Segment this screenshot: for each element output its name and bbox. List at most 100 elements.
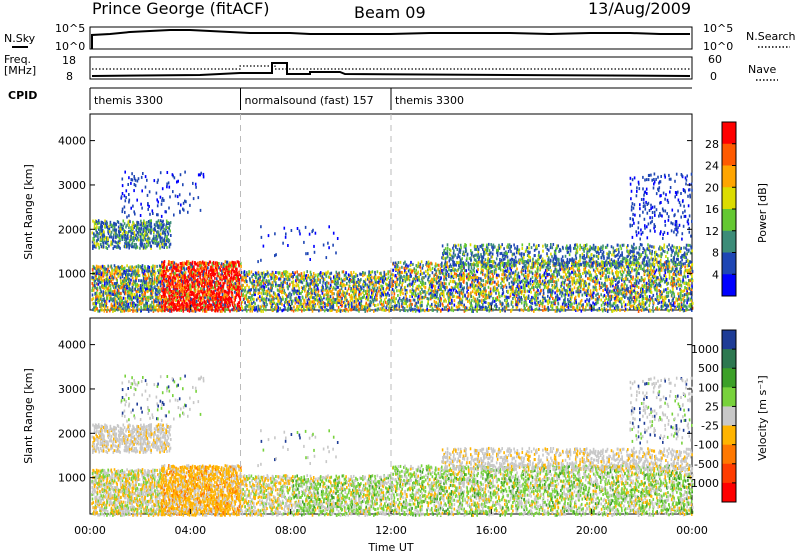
data-cell: [180, 265, 182, 268]
data-cell: [259, 291, 261, 294]
data-cell: [408, 275, 410, 278]
data-cell: [378, 286, 380, 289]
data-cell: [272, 277, 274, 280]
data-cell: [408, 270, 410, 273]
data-cell: [545, 282, 547, 285]
data-cell: [380, 307, 382, 310]
data-cell: [457, 296, 459, 299]
data-cell: [194, 277, 196, 280]
power-data-layer: [91, 171, 693, 313]
data-cell: [346, 282, 348, 285]
data-cell: [453, 275, 455, 278]
data-cell: [263, 279, 265, 282]
data-cell: [553, 274, 555, 277]
data-cell: [116, 294, 118, 297]
data-cell: [522, 290, 524, 293]
data-cell: [422, 264, 424, 267]
data-cell: [244, 301, 246, 304]
data-cell: [392, 274, 394, 277]
data-cell: [425, 282, 427, 285]
data-cell: [265, 308, 267, 311]
data-cell: [405, 295, 407, 298]
data-cell: [462, 295, 464, 298]
data-cell: [431, 293, 433, 296]
data-cell: [441, 269, 443, 272]
data-cell: [213, 290, 215, 293]
data-cell: [468, 273, 470, 276]
data-cell: [158, 296, 160, 299]
data-cell: [388, 294, 390, 297]
data-cell: [144, 286, 146, 289]
data-cell: [345, 292, 347, 295]
data-cell: [312, 289, 314, 292]
data-cell: [432, 267, 434, 270]
data-cell: [372, 270, 374, 273]
data-cell: [384, 271, 386, 274]
data-cell: [492, 300, 494, 303]
data-cell: [469, 278, 471, 281]
data-cell: [339, 274, 341, 277]
data-cell: [502, 307, 504, 310]
data-cell: [259, 295, 261, 298]
data-cell: [154, 265, 156, 268]
data-cell: [304, 302, 306, 305]
data-cell: [540, 289, 542, 292]
data-cell: [443, 285, 445, 288]
data-cell: [303, 302, 305, 305]
data-cell: [562, 288, 564, 291]
data-cell: [446, 286, 448, 289]
sky-search-panel: N.Sky 10^5 10^0 10^5 10^0 N.Search: [4, 22, 796, 53]
data-cell: [410, 299, 412, 302]
data-cell: [277, 284, 279, 287]
data-cell: [275, 275, 277, 278]
data-cell: [104, 282, 106, 285]
data-cell: [458, 278, 460, 281]
data-cell: [120, 270, 122, 273]
data-cell: [373, 310, 375, 313]
data-cell: [109, 284, 111, 287]
data-cell: [565, 309, 567, 312]
data-cell: [201, 266, 203, 269]
data-cell: [567, 298, 569, 301]
data-cell: [398, 289, 400, 292]
data-cell: [563, 294, 565, 297]
data-cell: [159, 309, 161, 312]
data-cell: [418, 262, 420, 265]
data-cell: [134, 269, 136, 272]
data-cell: [260, 285, 262, 288]
data-cell: [126, 264, 128, 267]
data-cell: [178, 266, 180, 269]
data-cell: [188, 276, 190, 279]
data-cell: [457, 306, 459, 309]
data-cell: [118, 295, 120, 298]
data-cell: [461, 269, 463, 272]
data-cell: [287, 285, 289, 288]
data-cell: [395, 262, 397, 265]
data-cell: [128, 306, 130, 309]
data-cell: [557, 287, 559, 290]
data-cell: [276, 276, 278, 279]
data-cell: [343, 278, 345, 281]
data-cell: [367, 309, 369, 312]
data-cell: [338, 309, 340, 312]
data-cell: [143, 298, 145, 301]
data-cell: [440, 281, 442, 284]
data-cell: [281, 303, 283, 306]
data-cell: [421, 296, 423, 299]
data-cell: [549, 279, 551, 282]
data-cell: [296, 298, 298, 301]
data-cell: [197, 303, 199, 306]
data-cell: [168, 269, 170, 272]
data-cell: [577, 309, 579, 312]
data-cell: [480, 288, 482, 291]
data-cell: [345, 271, 347, 274]
data-cell: [248, 300, 250, 303]
data-cell: [533, 286, 535, 289]
data-cell: [441, 262, 443, 265]
data-cell: [393, 296, 395, 299]
cpid-segment-label: normalsound (fast) 157: [245, 94, 374, 107]
sky-tick-min: 10^0: [55, 40, 85, 53]
data-cell: [299, 301, 301, 304]
data-cell: [277, 309, 279, 312]
data-cell: [512, 297, 514, 300]
